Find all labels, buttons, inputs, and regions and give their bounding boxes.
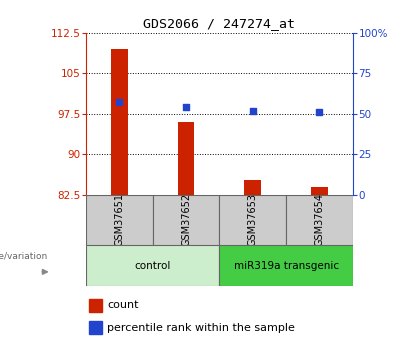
Bar (89, 299, 102, 313)
Bar (220, 195, 286, 245)
Text: count: count (108, 300, 139, 310)
Bar (311, 187, 328, 195)
Bar (153, 195, 220, 245)
Text: GSM37653: GSM37653 (248, 194, 258, 246)
Text: control: control (134, 261, 171, 270)
Point (316, 109, 323, 115)
Bar (111, 49, 128, 195)
Bar (178, 122, 194, 195)
Title: GDS2066 / 247274_at: GDS2066 / 247274_at (144, 17, 295, 30)
Bar (86, 195, 153, 245)
Text: miR319a transgenic: miR319a transgenic (234, 261, 339, 270)
Bar (244, 180, 261, 195)
Bar (220, 245, 353, 286)
Text: GSM37654: GSM37654 (315, 194, 325, 246)
Text: GSM37652: GSM37652 (181, 194, 191, 246)
Bar (89, 321, 102, 334)
Point (183, 105, 189, 110)
Text: genotype/variation: genotype/variation (0, 252, 47, 261)
Point (249, 108, 256, 114)
Bar (286, 195, 353, 245)
Point (116, 100, 123, 105)
Text: percentile rank within the sample: percentile rank within the sample (108, 323, 295, 333)
Text: GSM37651: GSM37651 (114, 194, 124, 246)
Bar (86, 245, 220, 286)
